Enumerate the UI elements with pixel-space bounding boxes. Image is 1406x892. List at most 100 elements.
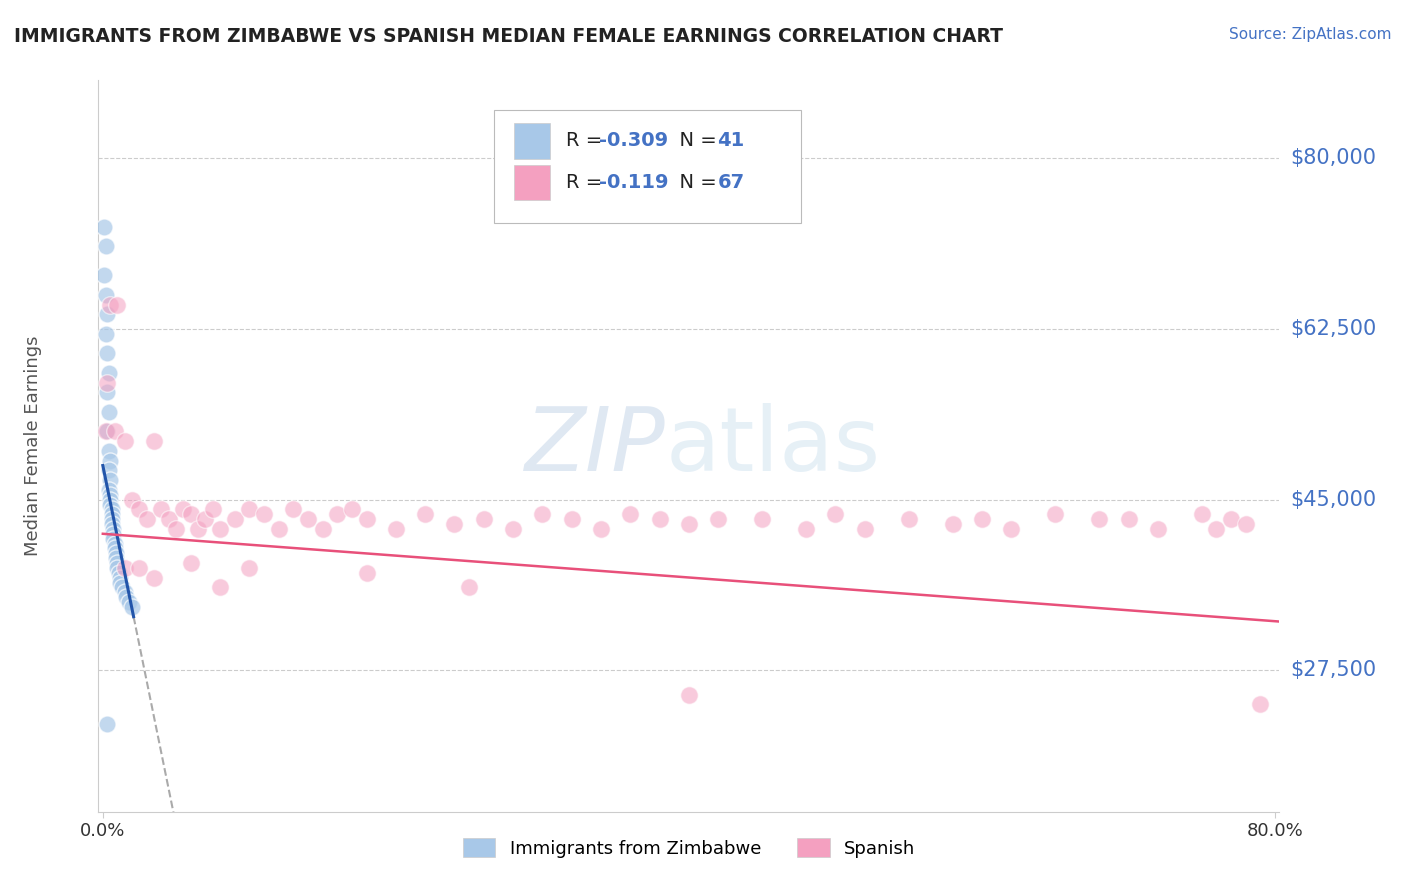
Point [326,508,349,522]
Point [94,239,117,253]
Point [98,492,121,507]
Point [311,522,333,536]
Legend: Immigrants from Zimbabwe, Spanish: Immigrants from Zimbabwe, Spanish [456,831,922,865]
Point [110,575,132,590]
Point [297,512,319,526]
Point [118,595,141,609]
Point [1118,512,1140,526]
Point [97,405,120,419]
Point [128,561,150,575]
Point [561,512,583,526]
Point [110,571,132,585]
Point [751,512,773,526]
Text: N =: N = [666,173,723,192]
Point [267,522,290,536]
Point [107,297,129,311]
Point [224,512,246,526]
Point [150,502,173,516]
Point [283,502,305,516]
Point [100,512,122,526]
Point [157,512,180,526]
Point [101,532,124,546]
Point [201,502,224,516]
Point [194,512,217,526]
Point [108,566,131,580]
Text: Source: ZipAtlas.com: Source: ZipAtlas.com [1229,27,1392,42]
Point [103,536,125,550]
FancyBboxPatch shape [515,165,550,200]
Point [143,571,166,585]
Text: $45,000: $45,000 [1291,490,1376,509]
Point [96,385,118,400]
Point [121,492,143,507]
Point [114,561,136,575]
Text: atlas: atlas [665,402,880,490]
Point [648,512,671,526]
Text: N =: N = [666,131,723,151]
Point [942,516,965,531]
Point [111,581,134,595]
Point [98,453,121,467]
Point [97,366,120,380]
Point [1191,508,1213,522]
Point [103,425,125,439]
FancyBboxPatch shape [494,110,801,223]
Text: $62,500: $62,500 [1291,319,1376,339]
Point [93,219,115,234]
Point [100,502,122,516]
Text: ZIP: ZIP [524,403,665,489]
Point [209,522,232,536]
Point [970,512,993,526]
Point [238,502,260,516]
Point [97,483,120,497]
Point [1000,522,1022,536]
Point [107,561,129,575]
Point [897,512,920,526]
Point [105,546,128,560]
Point [96,307,118,321]
Point [794,522,817,536]
Point [97,443,120,458]
Text: 67: 67 [717,173,744,192]
Point [93,268,115,283]
Point [135,512,157,526]
Point [121,599,143,614]
Text: 41: 41 [717,131,745,151]
Point [356,512,378,526]
Point [1205,522,1227,536]
Point [209,581,232,595]
Point [100,508,122,522]
Text: R =: R = [567,173,609,192]
Point [96,346,118,360]
Point [98,297,121,311]
Point [96,376,118,390]
Point [1088,512,1111,526]
Point [472,512,495,526]
Point [253,508,276,522]
Point [1045,508,1067,522]
Point [94,326,117,341]
Point [824,508,846,522]
Point [101,526,124,541]
Point [114,585,136,599]
Point [356,566,378,580]
Point [105,551,128,566]
Point [114,434,136,449]
Point [103,541,125,556]
Text: Median Female Earnings: Median Female Earnings [24,335,42,557]
Point [107,556,129,570]
Text: IMMIGRANTS FROM ZIMBABWE VS SPANISH MEDIAN FEMALE EARNINGS CORRELATION CHART: IMMIGRANTS FROM ZIMBABWE VS SPANISH MEDI… [14,27,1002,45]
Point [96,717,118,731]
Point [238,561,260,575]
Point [143,434,166,449]
Point [458,581,481,595]
Text: R =: R = [567,131,609,151]
Point [94,288,117,302]
Point [531,508,554,522]
Point [340,502,363,516]
Point [413,508,436,522]
Point [502,522,524,536]
Point [853,522,876,536]
Point [443,516,465,531]
Point [172,502,194,516]
